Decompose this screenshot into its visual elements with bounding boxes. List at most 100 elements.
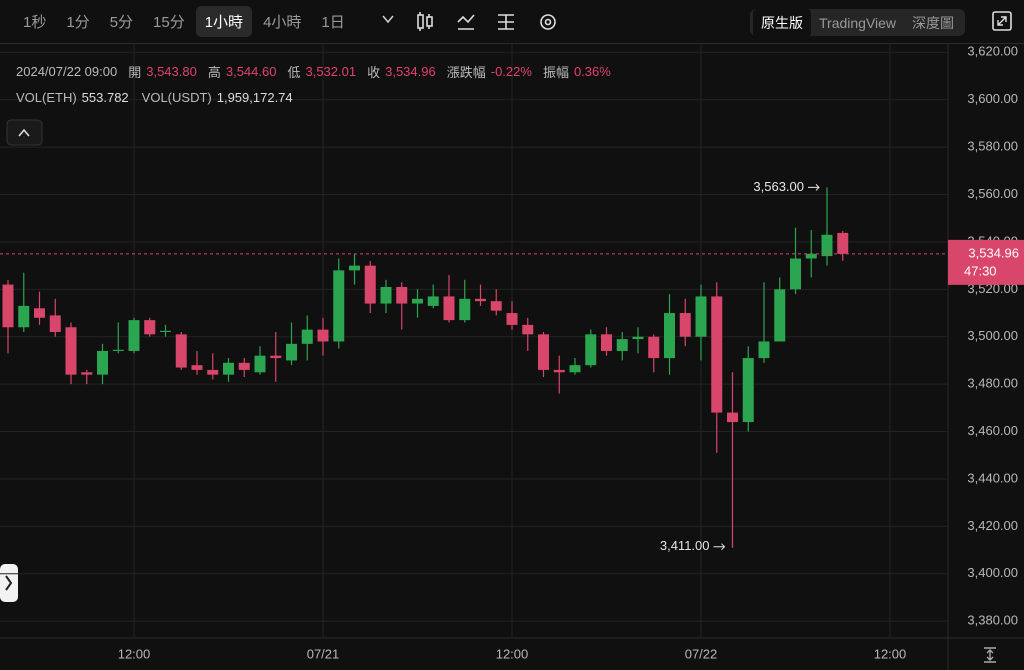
fullscreen-icon[interactable] [991,10,1015,34]
view-tab[interactable]: TradingView [819,14,897,31]
settings-list-icon[interactable] [498,14,514,30]
candle-body [317,329,329,342]
dropdown-icon[interactable] [382,15,394,24]
candle-body [553,369,565,373]
candle-body [711,296,723,413]
volume-value: 1,959,172.74 [216,90,293,105]
candle-body [616,339,628,351]
candle-body [301,329,313,344]
view-tab[interactable]: 原生版 [753,8,811,37]
candle-body [191,365,203,370]
interval-tab[interactable]: 1日 [321,14,345,31]
grid [0,44,948,638]
candle-body [821,234,833,257]
annotation-arrow [808,184,820,191]
y-tick-label: 3,420.00 [967,518,1018,533]
interval-tab[interactable]: 4小時 [263,14,302,31]
candle-body [601,334,612,351]
candle-body [632,336,644,340]
candle-body [144,320,156,335]
candle-body [349,265,360,271]
annotation-label: 3,563.00 [753,179,804,194]
candle-body [648,336,660,359]
volume-label: VOL(USDT) [141,90,212,105]
field-label: 振幅 [542,65,569,80]
datetime: 2024/07/22 09:00 [16,64,118,79]
candle-body [49,315,61,332]
candle-body [412,298,423,304]
candle-body [380,286,392,304]
interval-tab[interactable]: 5分 [109,14,134,31]
x-tick-label: 12:00 [874,646,907,661]
y-tick-label: 3,620.00 [967,44,1018,59]
y-tick-label: 3,400.00 [967,565,1018,580]
candle-body [569,365,581,373]
candle-body [396,286,408,304]
candle-body [679,313,691,337]
view-switch: 原生版 TradingView 深度圖 [750,8,966,37]
settings-icon[interactable] [540,14,556,30]
candle-body [774,289,786,342]
y-tick-label: 3,460.00 [967,423,1018,438]
candle-body [758,341,770,359]
candle-body [128,320,140,351]
collapse-button[interactable] [6,119,43,146]
candle-body [475,298,486,302]
field-value: -0.22% [490,64,532,79]
candle-body [427,296,439,306]
y-tick-label: 3,440.00 [967,470,1018,485]
field-value: 0.36% [573,64,611,79]
candle-body [742,358,754,423]
chart-type-icon[interactable] [417,12,433,31]
candle-body [790,258,801,290]
candles [2,187,849,548]
field-label: 高 [207,65,221,80]
toolbar-icons [382,12,556,31]
field-value: 3,532.01 [305,64,357,79]
interval-tab[interactable]: 1秒 [23,14,47,31]
interval-tab[interactable]: 1分 [66,14,90,31]
field-label: 開 [128,65,142,80]
last-price-label: 3,534.96 [968,245,1019,260]
volume-label: VOL(ETH) [16,90,77,105]
candle-body [97,350,108,375]
candle-body [522,324,534,335]
candle-body [238,362,250,370]
y-tick-label: 3,480.00 [967,376,1018,391]
field-label: 收 [367,65,381,80]
candle-body [112,349,124,351]
expand-tab[interactable] [0,564,18,602]
volume-value: 553.782 [81,90,129,105]
interval-tab[interactable]: 1小時 [195,6,253,37]
candle-body [270,355,282,359]
x-tick-label: 12:00 [496,646,529,661]
toolbar: 1秒 1分 5分 15分 1小時 4小時 1日 原生版 TradingView 深度圖 [0,0,1024,44]
candle-body [364,265,376,304]
last-price-badge [948,239,1024,285]
y-tick-label: 3,560.00 [967,186,1018,201]
candle-body [805,253,817,259]
interval-list: 1秒 1分 5分 15分 1小時 4小時 1日 [12,6,354,37]
field-value: 3,544.60 [225,64,277,79]
y-tick-label: 3,600.00 [967,91,1018,106]
view-tab[interactable]: 深度圖 [912,14,955,31]
interval-tab[interactable]: 15分 [153,14,185,31]
candle-body [81,372,93,375]
countdown: 47:30 [964,263,997,278]
candle-body [18,305,30,328]
volume-info: VOL(ETH) 553.782 VOL(USDT) 1,959,172.74 [16,90,301,105]
candle-body [664,313,675,359]
scroll-icon[interactable] [984,647,996,663]
indicator-icon[interactable] [457,14,475,30]
x-tick-label: 07/21 [307,646,340,661]
candle-body [538,334,549,370]
candle-body [695,296,707,337]
field-value: 3,534.96 [385,64,436,79]
annotation-arrow [713,543,726,551]
candle-body [254,355,266,373]
candle-body [459,298,471,321]
candle-body [65,327,77,375]
y-tick-label: 3,380.00 [967,613,1018,628]
